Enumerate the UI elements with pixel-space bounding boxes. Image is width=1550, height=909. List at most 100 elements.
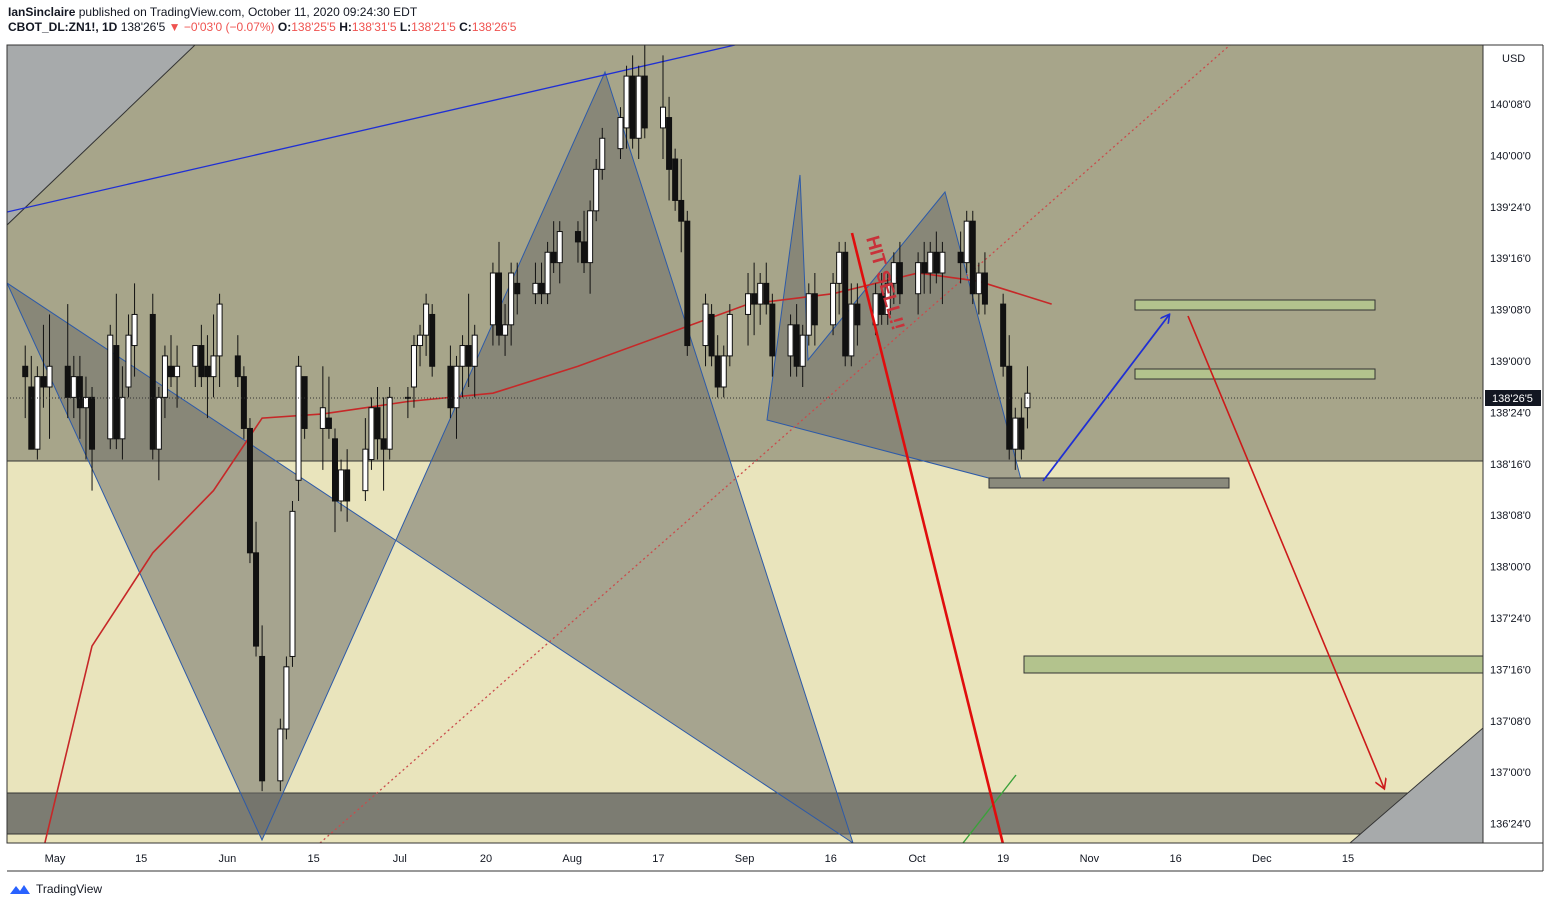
candle-body-down — [465, 345, 472, 367]
candle-body-up — [556, 231, 563, 264]
candle-body-down — [921, 262, 928, 274]
candle-2020-06-29 — [404, 387, 411, 419]
candle-body-up — [915, 262, 922, 295]
candle-2020-05-27 — [204, 335, 211, 419]
candle-body-down — [763, 282, 770, 305]
candle-2020-05-28 — [210, 314, 217, 398]
symbol-label[interactable]: CBOT_DL:ZN1!, 1D — [8, 20, 118, 34]
price-tick-label: 140'08'0 — [1490, 99, 1531, 111]
candle-2020-04-30 — [40, 324, 47, 408]
candle-2020-07-21 — [538, 262, 545, 305]
candle-body-up — [1012, 417, 1019, 450]
candle-body-down — [672, 158, 679, 201]
candle-body-down — [234, 355, 241, 378]
price-tick-label: 137'24'0 — [1490, 613, 1531, 625]
candle-2020-09-28 — [957, 231, 964, 284]
candle-2020-07-08 — [459, 335, 466, 398]
candle-2020-06-22 — [362, 418, 369, 501]
candle-2020-10-01 — [975, 262, 982, 315]
low-value: 138'21'5 — [411, 20, 456, 34]
candle-body-down — [714, 355, 721, 388]
candle-2020-06-05 — [259, 625, 266, 792]
price-tick-label: 140'00'0 — [1490, 150, 1531, 162]
candle-2020-09-03 — [805, 283, 812, 346]
last-price-badge — [1485, 390, 1541, 406]
candle-body-up — [963, 220, 970, 264]
candle-body-up — [502, 324, 509, 336]
candle-body-down — [981, 272, 988, 305]
footer-brand[interactable]: TradingView — [36, 882, 103, 896]
candle-body-down — [550, 251, 557, 264]
candle-body-up — [386, 396, 393, 450]
price-axis[interactable] — [1483, 45, 1543, 845]
time-tick-label: 15 — [135, 853, 147, 865]
candle-body-up — [125, 334, 132, 388]
candle-2020-09-23 — [927, 241, 934, 294]
time-tick-label: Sep — [735, 853, 755, 865]
high-value: 138'31'5 — [351, 20, 397, 34]
time-axis[interactable] — [7, 843, 1483, 871]
candle-2020-05-18 — [149, 293, 156, 460]
candle-2020-04-28 — [28, 355, 35, 450]
candle-body-down — [969, 220, 976, 295]
candle-body-down — [76, 376, 83, 409]
candle-2020-09-11 — [854, 283, 861, 346]
candle-body-up — [319, 407, 326, 429]
candle-body-up — [884, 282, 891, 315]
candle-2020-06-12 — [301, 376, 308, 439]
candle-body-up — [410, 345, 417, 388]
candle-2020-05-19 — [155, 387, 162, 481]
price-tick-label: 138'08'0 — [1490, 510, 1531, 522]
candle-body-up — [975, 272, 982, 295]
candle-body-down — [198, 345, 205, 378]
candle-2020-09-25 — [939, 241, 946, 305]
candle-2020-09-15 — [878, 273, 885, 325]
candle-body-up — [459, 345, 466, 367]
footer: TradingView — [8, 882, 102, 896]
candle-2020-09-07 — [830, 273, 837, 336]
moving-average-line — [44, 272, 1052, 843]
author-name[interactable]: IanSinclaire — [8, 5, 76, 19]
candle-2020-08-21 — [726, 304, 733, 367]
candle-body-up — [283, 666, 290, 730]
candle-body-up — [799, 334, 806, 367]
candle-body-down — [684, 220, 691, 347]
candle-2020-06-10 — [289, 501, 296, 667]
candle-body-down — [253, 552, 260, 647]
candle-body-down — [514, 282, 521, 295]
candle-2020-06-26 — [386, 387, 393, 460]
candle-2020-08-27 — [763, 262, 770, 315]
candle-body-down — [896, 262, 903, 295]
candle-body-down — [447, 365, 454, 409]
time-tick-label: Nov — [1080, 853, 1100, 865]
candle-body-up — [362, 448, 369, 492]
candle-body-down — [28, 386, 35, 450]
chart-header: IanSinclaire published on TradingView.co… — [8, 5, 516, 35]
candle-2020-05-26 — [198, 324, 205, 387]
candle-body-down — [1018, 417, 1025, 450]
candle-2020-06-24 — [374, 387, 381, 460]
candle-body-up — [368, 407, 375, 461]
candle-body-down — [666, 117, 673, 170]
candle-body-up — [702, 303, 709, 347]
candle-2020-08-19 — [714, 335, 721, 398]
close-value: 138'26'5 — [471, 20, 517, 34]
candle-2020-08-26 — [757, 273, 764, 325]
candle-2020-05-06 — [76, 355, 83, 439]
candle-body-down — [22, 365, 29, 378]
candle-2020-10-08 — [1018, 397, 1025, 460]
candle-2020-05-04 — [64, 304, 71, 419]
candle-body-down — [933, 251, 940, 274]
candle-2020-08-20 — [720, 345, 727, 398]
candle-2020-06-04 — [253, 521, 260, 657]
blue-projection-arrow — [1042, 315, 1169, 482]
candle-body-down — [1006, 365, 1013, 450]
candle-body-down — [842, 251, 849, 357]
candle-body-down — [1000, 303, 1007, 367]
candle-body-down — [325, 417, 332, 429]
candle-body-up — [174, 365, 181, 378]
candle-2020-05-08 — [89, 387, 96, 491]
price-tick-label: 137'08'0 — [1490, 716, 1531, 728]
candle-2020-05-21 — [168, 335, 174, 387]
